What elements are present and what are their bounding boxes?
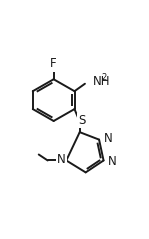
Text: N: N	[57, 153, 66, 166]
Text: N: N	[108, 155, 117, 168]
Text: 2: 2	[101, 73, 106, 82]
Text: S: S	[78, 114, 86, 127]
Text: F: F	[50, 57, 57, 71]
Text: N: N	[104, 132, 112, 145]
Text: NH: NH	[92, 75, 110, 88]
